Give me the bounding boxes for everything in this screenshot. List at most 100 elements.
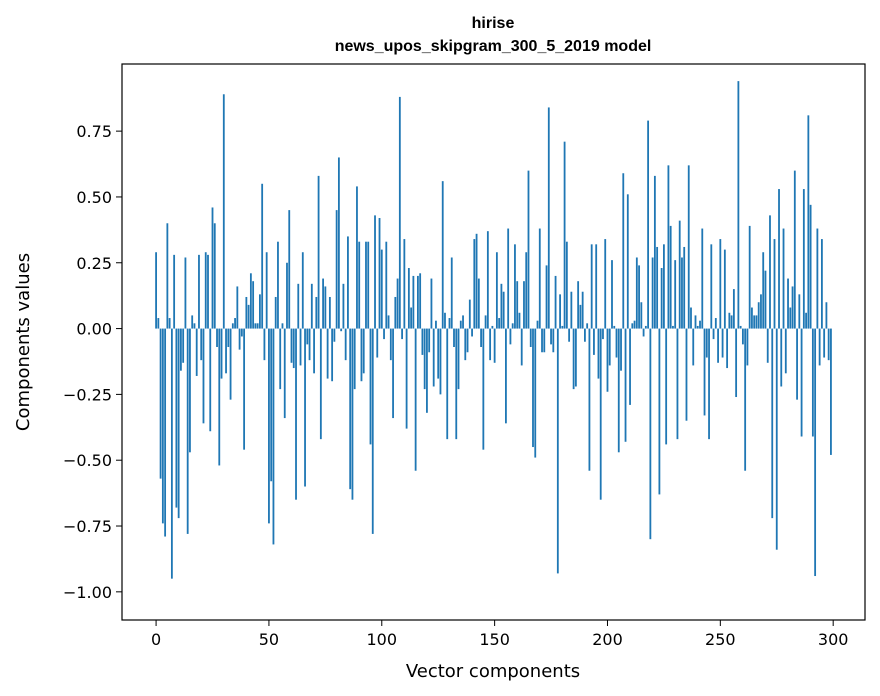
- bar: [464, 328, 467, 361]
- bar: [737, 81, 740, 329]
- bar: [480, 328, 482, 347]
- bar: [699, 320, 701, 329]
- bar: [423, 328, 426, 390]
- bar: [489, 328, 492, 361]
- bar: [784, 328, 787, 374]
- x-tick-label: 200: [592, 630, 623, 649]
- bar: [484, 315, 487, 329]
- bar: [256, 323, 259, 329]
- bar: [769, 215, 771, 329]
- bar: [333, 328, 336, 342]
- bar: [319, 328, 322, 440]
- bar: [710, 244, 713, 329]
- bar: [642, 328, 645, 337]
- bar: [186, 328, 189, 534]
- bar: [170, 328, 173, 579]
- bar: [586, 323, 589, 329]
- bar: [726, 328, 729, 369]
- x-tick-label: 50: [259, 630, 279, 649]
- bar: [751, 307, 753, 329]
- bar: [653, 175, 656, 329]
- bar: [559, 294, 561, 329]
- bar: [525, 252, 528, 329]
- bar: [353, 328, 356, 390]
- bar: [157, 318, 160, 329]
- bar: [511, 323, 514, 329]
- bar: [313, 328, 315, 374]
- bar: [748, 225, 751, 329]
- bar: [184, 257, 187, 329]
- bar: [712, 328, 715, 340]
- bar: [780, 328, 783, 387]
- bar: [407, 268, 410, 329]
- bar: [328, 296, 331, 329]
- bar: [324, 286, 327, 329]
- bar: [360, 328, 363, 382]
- x-tick-label: 300: [818, 630, 849, 649]
- bar: [624, 328, 627, 442]
- bar: [326, 328, 329, 379]
- bar: [629, 328, 631, 405]
- bar: [218, 328, 221, 466]
- bar: [446, 328, 449, 440]
- bar: [455, 328, 458, 440]
- x-tick-label: 100: [367, 630, 398, 649]
- bar: [685, 328, 688, 421]
- bar: [220, 328, 223, 379]
- bar: [681, 257, 683, 329]
- bar: [385, 241, 388, 329]
- bar: [818, 328, 821, 366]
- bar: [663, 244, 665, 329]
- bar: [773, 239, 776, 329]
- bar: [198, 254, 200, 329]
- bar: [500, 283, 503, 329]
- bar: [608, 328, 611, 366]
- bar: [536, 320, 539, 329]
- bar: [495, 252, 498, 329]
- bar: [523, 281, 525, 329]
- bar: [315, 296, 318, 329]
- bar: [620, 328, 622, 371]
- bar: [410, 307, 413, 329]
- bar: [453, 328, 455, 347]
- bar: [505, 328, 507, 424]
- bar: [209, 328, 212, 432]
- bar: [164, 328, 167, 537]
- bar: [491, 325, 494, 329]
- bar: [371, 328, 374, 534]
- bar: [342, 283, 345, 329]
- bar: [529, 328, 532, 347]
- bar: [683, 246, 686, 329]
- bar: [457, 328, 460, 390]
- bar: [746, 328, 749, 366]
- bar: [195, 328, 198, 376]
- bar: [798, 294, 801, 329]
- bar: [306, 328, 309, 345]
- bar: [728, 312, 731, 329]
- bar: [778, 189, 780, 329]
- bar: [249, 273, 252, 329]
- bar: [261, 183, 264, 329]
- bar: [696, 325, 699, 329]
- bar: [362, 328, 365, 374]
- bar: [753, 315, 756, 329]
- bar: [191, 315, 194, 329]
- bar: [723, 249, 726, 329]
- bar: [665, 328, 668, 445]
- bar: [462, 315, 464, 329]
- plot-frame: [121, 63, 866, 621]
- bar: [631, 323, 634, 329]
- bar: [211, 207, 214, 329]
- bar: [647, 120, 650, 329]
- bar: [166, 223, 169, 329]
- bar: [204, 252, 207, 329]
- bar: [168, 318, 171, 329]
- bar: [830, 328, 832, 455]
- bar: [541, 328, 543, 353]
- bar: [301, 252, 304, 329]
- bar: [416, 275, 419, 329]
- bar: [771, 328, 774, 519]
- bar: [514, 244, 516, 329]
- bar: [238, 328, 241, 350]
- bar: [180, 328, 182, 371]
